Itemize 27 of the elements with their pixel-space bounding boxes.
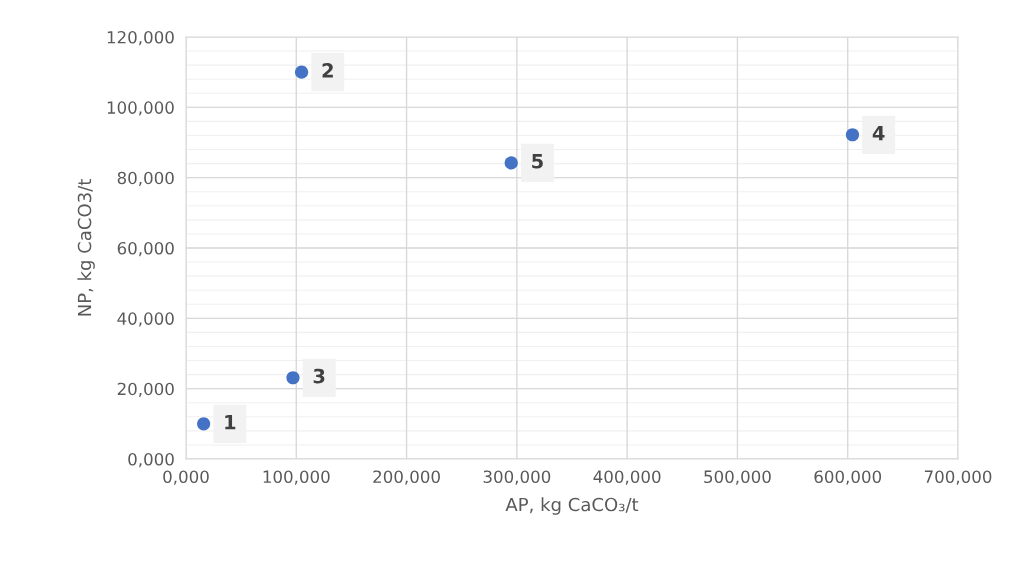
y-tick-label: 100,000 (107, 101, 174, 116)
annotation: 2 (322, 63, 333, 78)
x-tick-label: 500,000 (704, 470, 771, 485)
y-tick-label: 120,000 (107, 30, 174, 46)
x-tick-label: 0,000 (163, 470, 209, 485)
point (197, 417, 211, 431)
y-tick-label: 80,000 (117, 171, 174, 186)
y-tick-label: 0,000 (128, 452, 174, 468)
point (294, 65, 309, 79)
x-tick-label: 200,000 (373, 470, 440, 485)
annotation: 5 (532, 154, 543, 169)
x-tick-label: 100,000 (263, 470, 330, 485)
x-tick-label: 700,000 (924, 470, 992, 485)
annotation: 3 (313, 368, 325, 384)
annotation: 4 (872, 125, 885, 141)
point (845, 128, 860, 142)
y-tick-label: 40,000 (117, 312, 174, 327)
x-tick-label: 400,000 (593, 470, 661, 485)
point (286, 371, 300, 385)
point (504, 156, 518, 170)
y-tick-label: 20,000 (117, 382, 174, 397)
x-tick-label: 600,000 (814, 470, 882, 485)
x-axis-title: AP, kg CaCO₃/t (505, 497, 639, 515)
y-axis-title: NP, kg CaCO3/t (77, 179, 95, 316)
y-tick-label: 60,000 (117, 241, 174, 257)
x-tick-label: 300,000 (483, 470, 551, 485)
annotation: 1 (225, 415, 236, 430)
